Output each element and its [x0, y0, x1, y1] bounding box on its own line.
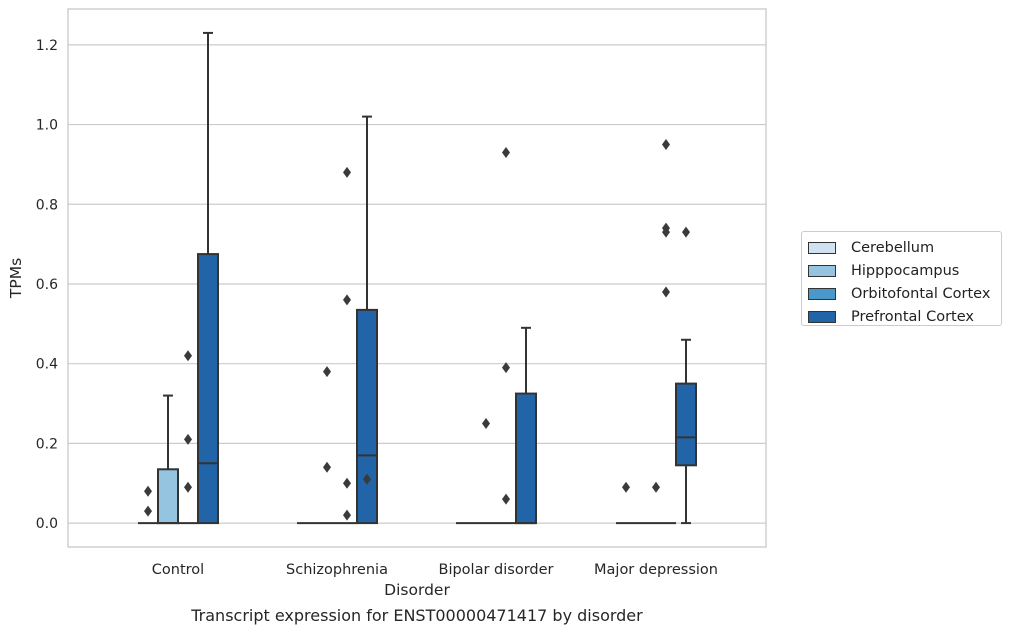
orbitofontal-cortex-outlier [343, 509, 351, 521]
hipppocampus-outlier [323, 461, 331, 473]
legend-swatch [808, 264, 836, 277]
plot-area [68, 9, 766, 547]
plot-frame [67, 8, 767, 548]
y-axis-label: TPMs [7, 258, 25, 299]
x-tick-label: Schizophrenia [286, 562, 388, 578]
orbitofontal-cortex-outlier [184, 350, 192, 362]
prefrontal-cortex-box [197, 253, 219, 525]
orbitofontal-cortex-outlier [343, 477, 351, 489]
orbitofontal-cortex-outlier [184, 481, 192, 493]
legend-swatch [808, 310, 836, 323]
orbitofontal-cortex-outlier [662, 138, 670, 150]
x-axis-label: Disorder [384, 581, 450, 599]
y-tick-label: 1.0 [36, 118, 58, 134]
y-tick-label: 0.8 [36, 197, 58, 213]
x-tick-label: Bipolar disorder [439, 562, 554, 578]
orbitofontal-cortex-outlier [343, 166, 351, 178]
legend-item: Prefrontal Cortex [808, 305, 995, 328]
legend-label: Hipppocampus [851, 262, 960, 279]
legend-swatch [808, 287, 836, 300]
legend-label: Cerebellum [851, 239, 935, 256]
y-tick-label: 0.4 [36, 357, 58, 373]
y-tick-label: 1.2 [36, 38, 58, 54]
outlier [144, 505, 152, 517]
figure-caption: Transcript expression for ENST0000047141… [191, 606, 643, 625]
orbitofontal-cortex-outlier [502, 362, 510, 374]
legend-label: Prefrontal Cortex [851, 308, 974, 325]
prefrontal-cortex-box [515, 392, 537, 525]
prefrontal-cortex-box [356, 308, 378, 525]
y-tick-label: 0.6 [36, 277, 58, 293]
hipppocampus-outlier [323, 366, 331, 378]
orbitofontal-cortex-outlier [343, 294, 351, 306]
legend-label: Orbitofontal Cortex [851, 285, 991, 302]
legend-swatch [808, 241, 836, 254]
legend-item: Cerebellum [808, 236, 995, 259]
orbitofontal-cortex-outlier [502, 493, 510, 505]
prefrontal-cortex-outlier [363, 473, 371, 485]
x-tick-label: Control [152, 562, 204, 578]
orbitofontal-cortex-outlier [184, 433, 192, 445]
x-tick-label: Major depression [594, 562, 718, 578]
prefrontal-cortex-box [675, 382, 697, 467]
legend-item: Hipppocampus [808, 259, 995, 282]
prefrontal-cortex-outlier [682, 226, 690, 238]
orbitofontal-cortex-outlier [662, 286, 670, 298]
orbitofontal-cortex-outlier [502, 146, 510, 158]
orbitofontal-cortex-outlier [662, 222, 670, 234]
chart-legend: Cerebellum Hipppocampus Orbitofontal Corte… [801, 231, 1002, 326]
legend-item: Orbitofontal Cortex [808, 282, 995, 305]
outlier [144, 485, 152, 497]
outlier [622, 481, 630, 493]
y-tick-label: 0.2 [36, 436, 58, 452]
hipppocampus-outlier [482, 417, 490, 429]
hipppocampus-box [157, 468, 179, 525]
y-tick-label: 0.0 [36, 516, 58, 532]
outlier [652, 481, 660, 493]
